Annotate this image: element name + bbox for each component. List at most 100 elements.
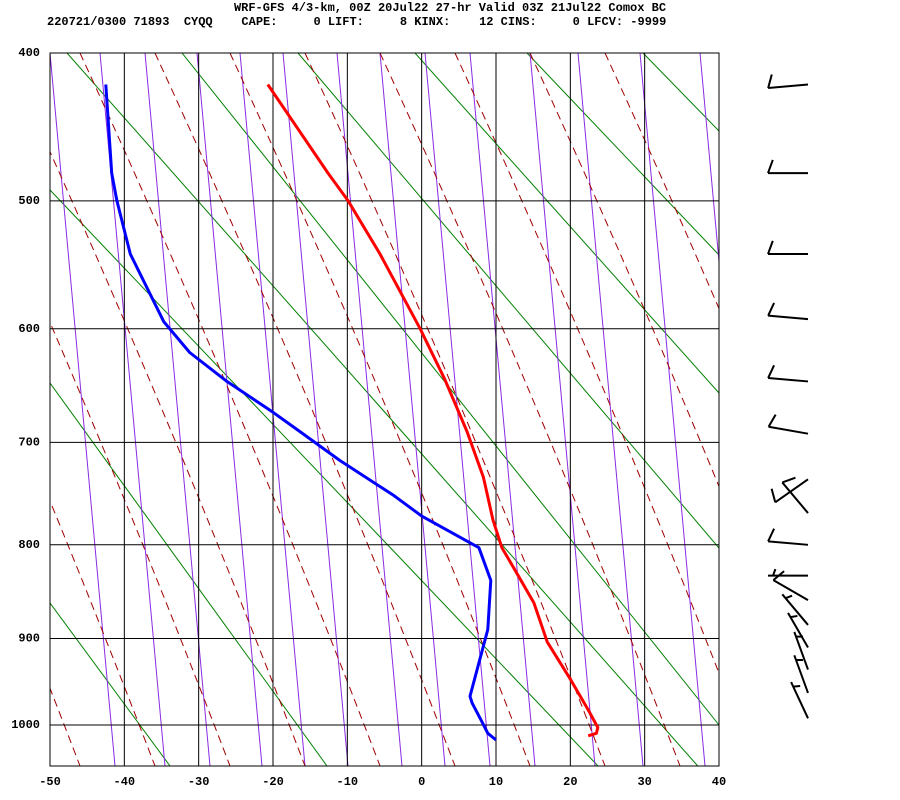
wind-barb [772, 570, 809, 601]
wind-barb [770, 478, 809, 504]
barb-staff [790, 681, 809, 719]
x-tick-label: 40 [712, 775, 726, 789]
barb-feather [767, 74, 773, 89]
moist-adiabat [50, 321, 231, 766]
chart-title: WRF-GFS 4/3-km, 00Z 20Jul22 27-hr Valid … [234, 1, 666, 15]
x-tick-label: 20 [563, 775, 577, 789]
barb-feather [793, 685, 801, 688]
mixing-ratio-line [529, 53, 596, 766]
wind-barb [767, 364, 809, 383]
dry-adiabat [526, 53, 719, 256]
barb-feather [785, 594, 793, 600]
wind-barb [781, 476, 809, 514]
y-tick-label: 500 [18, 194, 40, 208]
mixing-ratio-line [282, 53, 349, 766]
chart-subtitle: 220721/0300 71893 CYQQ CAPE: 0 LIFT: 8 K… [47, 15, 666, 29]
wind-barb [790, 681, 809, 719]
barb-staff [772, 579, 809, 601]
barb-staff [768, 425, 809, 435]
barb-feather [767, 528, 775, 542]
x-tick-label: -10 [337, 775, 359, 789]
wind-barb [767, 528, 809, 546]
barb-feather [781, 476, 796, 484]
x-tick-label: -20 [262, 775, 284, 789]
moist-adiabat [454, 53, 719, 675]
dry-adiabat [66, 53, 699, 766]
y-tick-label: 800 [18, 538, 40, 552]
barb-feather [767, 159, 774, 174]
dry-adiabat [414, 53, 719, 394]
barb-feather [767, 240, 774, 255]
x-tick-label: 0 [418, 775, 425, 789]
y-tick-label: 400 [18, 46, 40, 60]
mixing-ratio-line [469, 53, 536, 766]
barb-feather [790, 614, 798, 619]
barb-staff [793, 631, 809, 670]
wind-barb [793, 631, 809, 670]
barb-feather [772, 570, 785, 581]
barb-staff [768, 376, 809, 383]
dry-adiabat [297, 53, 719, 549]
y-tick-label: 700 [18, 436, 40, 450]
barb-staff [774, 478, 809, 504]
wind-barb [767, 159, 808, 175]
moist-adiabat [379, 53, 681, 766]
moist-adiabat [304, 53, 606, 766]
mixing-ratio-line [699, 53, 719, 267]
barb-staff [787, 612, 809, 648]
barb-staff [768, 314, 809, 321]
reference-lines [0, 53, 719, 766]
wind-barb [767, 414, 809, 435]
sounding-line [104, 84, 497, 742]
dry-adiabat [642, 53, 719, 132]
wind-barb [768, 568, 808, 577]
y-tick-label: 1000 [11, 718, 40, 732]
mixing-ratio-line [379, 53, 446, 766]
mixing-ratio-line [50, 53, 116, 766]
barb-feather [772, 568, 777, 577]
moist-adiabat [229, 53, 531, 766]
wind-barb [767, 302, 809, 321]
moist-adiabat [79, 53, 381, 766]
dry-adiabat [50, 189, 599, 766]
mixing-ratio-line [639, 53, 706, 766]
profiles [104, 83, 600, 742]
barb-staff [768, 540, 809, 546]
wind-barb [767, 240, 808, 256]
moist-adiabat [50, 687, 81, 766]
barb-feather [767, 364, 775, 379]
wind-barb [767, 74, 809, 90]
moist-adiabat [154, 53, 456, 766]
wind-barb [787, 612, 809, 648]
mixing-ratio-line [577, 53, 644, 766]
barb-feather [767, 414, 777, 428]
barb-feather [767, 302, 775, 317]
mixing-ratio-line [196, 53, 263, 766]
dry-adiabat [50, 382, 328, 766]
x-tick-label: 10 [489, 775, 503, 789]
mixing-ratio-line [336, 53, 403, 766]
barb-staff [793, 654, 809, 694]
labels: -50 -40 -30 -20 -10 0 10 20 30 40 400 500 600 700 800 9… [11, 46, 726, 789]
y-tick-label: 900 [18, 632, 40, 646]
barb-staff [781, 481, 809, 514]
sounding-line [266, 83, 600, 738]
moist-adiabat [604, 53, 719, 310]
barb-staff [768, 83, 809, 90]
y-tick-label: 600 [18, 322, 40, 336]
plot-border [49, 52, 720, 767]
x-tick-label: -30 [188, 775, 210, 789]
dry-adiabat [50, 602, 171, 766]
x-tick-label: -50 [39, 775, 61, 789]
grid [49, 52, 720, 766]
wind-barb [793, 654, 809, 694]
x-tick-label: -40 [114, 775, 136, 789]
wind-barb [781, 593, 809, 626]
x-tick-label: 30 [637, 775, 651, 789]
moist-adiabat [529, 53, 719, 488]
barb-staff [781, 593, 809, 626]
moist-adiabat [0, 53, 5, 766]
moist-adiabat [50, 499, 156, 766]
